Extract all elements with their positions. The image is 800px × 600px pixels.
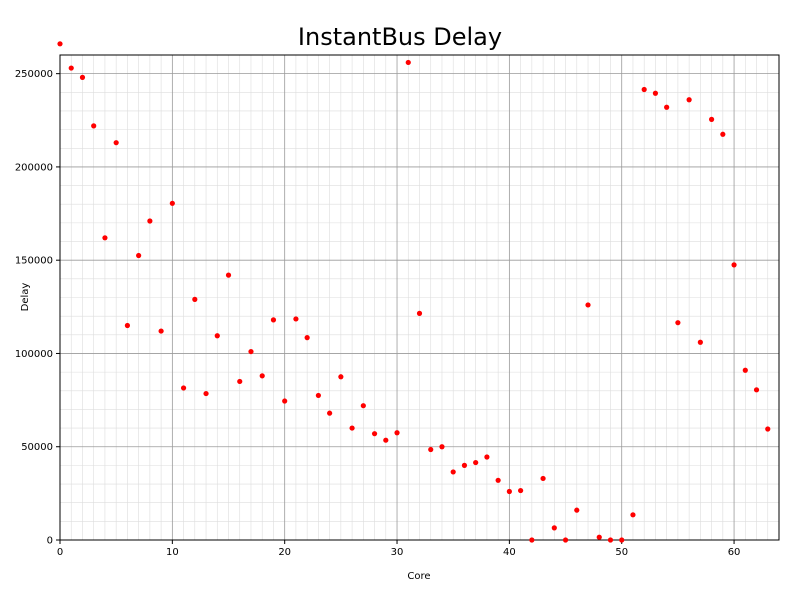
data-point (765, 426, 771, 432)
data-point (484, 454, 490, 460)
y-tick-label: 150000 (15, 256, 53, 267)
y-tick-label: 200000 (15, 162, 53, 173)
data-point (529, 537, 535, 543)
x-axis-label: Core (407, 571, 430, 582)
data-point (304, 335, 310, 341)
data-point (102, 235, 108, 241)
data-point (652, 90, 659, 96)
data-point (596, 534, 602, 540)
data-point (203, 390, 209, 397)
data-point (562, 537, 569, 543)
data-point (136, 252, 142, 259)
data-point (461, 462, 468, 468)
data-point (416, 310, 423, 316)
x-axis: 0 10 20 30 40 50 60 (57, 540, 741, 558)
y-axis-label: Delay (20, 283, 31, 312)
data-point (405, 59, 411, 66)
data-point (585, 302, 591, 308)
data-point (147, 218, 153, 224)
data-point (551, 525, 557, 531)
data-point (270, 317, 277, 323)
data-point (574, 507, 580, 513)
data-point (675, 320, 681, 326)
data-point (113, 140, 119, 146)
data-point (473, 459, 479, 466)
data-point (607, 537, 614, 543)
data-point (225, 272, 232, 278)
data-point (327, 410, 333, 416)
data-point (248, 348, 254, 355)
x-tick-label: 40 (503, 547, 516, 558)
data-point (68, 65, 74, 71)
data-point (192, 296, 198, 302)
data-point (540, 475, 546, 482)
data-point (293, 316, 299, 322)
data-point (158, 328, 164, 334)
plot-area-frame (59, 54, 780, 541)
data-point (641, 86, 647, 93)
data-point (697, 339, 703, 345)
data-point (259, 373, 265, 379)
data-point (180, 385, 187, 391)
x-tick-label: 0 (57, 547, 63, 558)
x-tick-label: 20 (278, 547, 291, 558)
data-point (495, 477, 501, 483)
data-points (57, 41, 771, 543)
data-point (349, 425, 355, 431)
data-point (450, 469, 456, 475)
data-point (371, 431, 378, 437)
data-point (282, 398, 288, 404)
major-grid (60, 55, 779, 540)
x-tick-label: 50 (615, 547, 628, 558)
x-tick-label: 10 (166, 547, 179, 558)
data-point (630, 512, 636, 518)
data-point (439, 444, 445, 450)
data-point (383, 437, 389, 443)
data-point (124, 322, 131, 329)
minor-grid (60, 55, 779, 540)
y-tick-label: 0 (47, 536, 53, 547)
data-point (664, 104, 670, 110)
data-point (394, 430, 400, 436)
y-tick-label: 100000 (15, 349, 53, 360)
data-point (753, 387, 760, 393)
data-point (506, 488, 512, 495)
data-point (619, 537, 625, 543)
x-tick-label: 30 (391, 547, 404, 558)
data-point (57, 41, 63, 47)
data-point (742, 367, 748, 373)
data-point (518, 487, 524, 494)
y-axis: 0 50000 100000 150000 200000 250000 (15, 69, 60, 547)
data-point (720, 131, 726, 137)
data-point (708, 116, 715, 122)
data-point (731, 262, 737, 268)
data-point (315, 392, 321, 399)
data-point (237, 378, 243, 385)
y-tick-label: 250000 (15, 69, 53, 80)
data-point (360, 403, 366, 409)
data-point (428, 446, 434, 453)
data-point (79, 74, 86, 80)
data-point (91, 123, 97, 129)
chart-title: InstantBus Delay (298, 23, 502, 51)
data-point (169, 200, 175, 206)
data-point (214, 333, 220, 339)
data-point (338, 374, 344, 380)
x-tick-label: 60 (728, 547, 741, 558)
data-point (686, 97, 692, 103)
y-tick-label: 50000 (21, 442, 53, 453)
